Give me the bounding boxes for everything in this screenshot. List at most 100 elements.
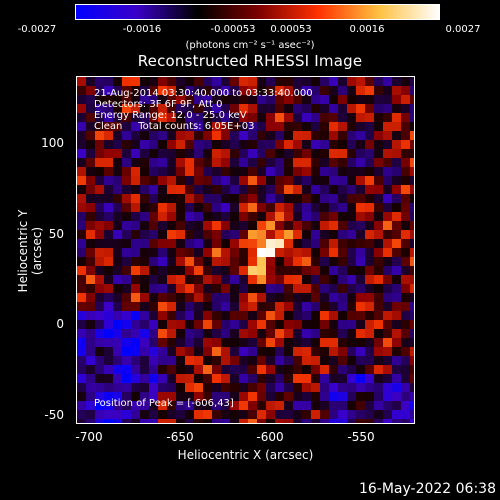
heatmap-cell xyxy=(338,77,347,86)
heatmap-cell xyxy=(95,185,104,194)
heatmap-cell xyxy=(293,320,302,329)
heatmap-cell xyxy=(347,167,356,176)
heatmap-cell xyxy=(113,266,122,275)
heatmap-cell xyxy=(356,338,365,347)
heatmap-cell xyxy=(185,104,194,113)
heatmap-cell xyxy=(239,356,248,365)
heatmap-cell xyxy=(302,140,311,149)
heatmap-cell xyxy=(248,311,257,320)
heatmap-cell xyxy=(284,203,293,212)
heatmap-cell xyxy=(365,212,374,221)
heatmap-cell xyxy=(392,356,401,365)
heatmap-cell xyxy=(140,401,149,410)
heatmap-cell xyxy=(347,311,356,320)
heatmap-cell xyxy=(365,194,374,203)
heatmap-cell xyxy=(185,86,194,95)
heatmap-cell xyxy=(320,347,329,356)
heatmap-cell xyxy=(239,320,248,329)
heatmap-cell xyxy=(221,392,230,401)
heatmap-cell xyxy=(113,284,122,293)
heatmap-cell xyxy=(293,176,302,185)
heatmap-cell xyxy=(158,122,167,131)
heatmap-cell xyxy=(410,356,414,365)
heatmap-cell xyxy=(212,185,221,194)
heatmap-cell xyxy=(104,374,113,383)
colorbar-tick-label: -0.00053 xyxy=(210,24,256,35)
heatmap-cell xyxy=(347,185,356,194)
heatmap-cell xyxy=(176,284,185,293)
heatmap-cell xyxy=(230,95,239,104)
heatmap-cell xyxy=(176,194,185,203)
x-axis-label: Heliocentric X (arcsec) xyxy=(177,448,314,462)
heatmap-cell xyxy=(257,365,266,374)
heatmap-cell xyxy=(266,248,275,257)
heatmap-cell xyxy=(131,365,140,374)
heatmap-cell xyxy=(176,383,185,392)
heatmap-cell xyxy=(158,338,167,347)
heatmap-cell xyxy=(158,374,167,383)
heatmap-cell xyxy=(194,131,203,140)
heatmap-cell xyxy=(338,158,347,167)
heatmap-cell xyxy=(293,284,302,293)
heatmap-cell xyxy=(158,140,167,149)
heatmap-cell xyxy=(311,392,320,401)
heatmap-cell xyxy=(77,140,86,149)
heatmap-cell xyxy=(185,113,194,122)
heatmap-cell xyxy=(392,95,401,104)
heatmap-cell xyxy=(239,104,248,113)
heatmap-cell xyxy=(239,365,248,374)
heatmap-cell xyxy=(221,320,230,329)
heatmap-cell xyxy=(356,374,365,383)
heatmap-cell xyxy=(86,302,95,311)
heatmap-cell xyxy=(167,347,176,356)
heatmap-cell xyxy=(176,212,185,221)
heatmap-cell xyxy=(122,248,131,257)
heatmap-cell xyxy=(239,86,248,95)
heatmap-cell xyxy=(212,302,221,311)
heatmap-cell xyxy=(230,104,239,113)
heatmap-cell xyxy=(140,347,149,356)
heatmap-cell xyxy=(212,239,221,248)
heatmap-cell xyxy=(140,113,149,122)
heatmap-cell xyxy=(329,329,338,338)
heatmap-cell xyxy=(149,302,158,311)
heatmap-cell xyxy=(401,248,410,257)
heatmap-cell xyxy=(410,140,414,149)
heatmap-cell xyxy=(293,149,302,158)
heatmap-cell xyxy=(122,221,131,230)
heatmap-cell xyxy=(167,203,176,212)
heatmap-cell xyxy=(266,86,275,95)
heatmap-cell xyxy=(158,77,167,86)
heatmap-cell xyxy=(230,302,239,311)
heatmap-cell xyxy=(203,158,212,167)
heatmap-cell xyxy=(194,284,203,293)
heatmap-cell xyxy=(230,140,239,149)
heatmap-cell xyxy=(410,392,414,401)
heatmap-cell xyxy=(320,329,329,338)
y-axis-label: Heliocentric Y (arcsec) xyxy=(16,209,44,293)
heatmap-cell xyxy=(221,131,230,140)
heatmap-cell xyxy=(86,176,95,185)
heatmap-cell xyxy=(401,257,410,266)
heatmap-cell xyxy=(275,230,284,239)
heatmap-cell xyxy=(212,194,221,203)
heatmap-cell xyxy=(257,122,266,131)
heatmap-cell xyxy=(338,302,347,311)
heatmap-cell xyxy=(158,203,167,212)
heatmap-cell xyxy=(320,176,329,185)
heatmap-cell xyxy=(383,275,392,284)
heatmap-cell xyxy=(194,401,203,410)
heatmap-cell xyxy=(257,158,266,167)
heatmap-cell xyxy=(221,266,230,275)
heatmap-cell xyxy=(275,302,284,311)
heatmap-cell xyxy=(401,194,410,203)
heatmap-cell xyxy=(221,176,230,185)
heatmap-cell xyxy=(149,149,158,158)
heatmap-cell xyxy=(374,356,383,365)
heatmap-cell xyxy=(311,212,320,221)
heatmap-cell xyxy=(293,86,302,95)
heatmap-cell xyxy=(167,221,176,230)
heatmap-cell xyxy=(194,140,203,149)
heatmap-cell xyxy=(131,248,140,257)
heatmap-cell xyxy=(131,185,140,194)
